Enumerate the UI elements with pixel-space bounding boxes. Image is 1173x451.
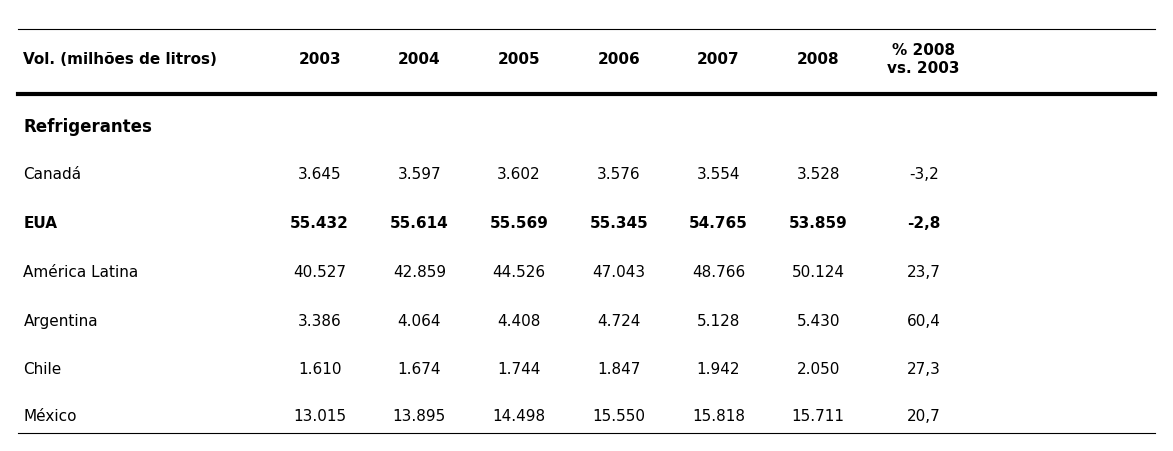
Text: 2005: 2005 [497,52,541,67]
Text: 1.674: 1.674 [398,362,441,377]
Text: -2,8: -2,8 [907,216,941,231]
Text: 13.015: 13.015 [293,409,346,423]
Text: 1.744: 1.744 [497,362,541,377]
Text: Refrigerantes: Refrigerantes [23,118,152,136]
Text: 44.526: 44.526 [493,265,545,280]
Text: México: México [23,409,77,423]
Text: -3,2: -3,2 [909,167,938,182]
Text: 3.528: 3.528 [796,167,840,182]
Text: % 2008
vs. 2003: % 2008 vs. 2003 [888,43,960,76]
Text: 4.724: 4.724 [597,314,640,329]
Text: 3.602: 3.602 [497,167,541,182]
Text: 47.043: 47.043 [592,265,645,280]
Text: 13.895: 13.895 [393,409,446,423]
Text: 27,3: 27,3 [907,362,941,377]
Text: 5.128: 5.128 [697,314,740,329]
Text: 2007: 2007 [697,52,740,67]
Text: 1.610: 1.610 [298,362,341,377]
Text: 50.124: 50.124 [792,265,845,280]
Text: 3.597: 3.597 [398,167,441,182]
Text: 54.765: 54.765 [689,216,748,231]
Text: 15.550: 15.550 [592,409,645,423]
Text: 2003: 2003 [298,52,341,67]
Text: 2004: 2004 [398,52,441,67]
Text: 14.498: 14.498 [493,409,545,423]
Text: 3.554: 3.554 [697,167,740,182]
Text: 42.859: 42.859 [393,265,446,280]
Text: 1.847: 1.847 [597,362,640,377]
Text: 20,7: 20,7 [907,409,941,423]
Text: 1.942: 1.942 [697,362,740,377]
Text: 2006: 2006 [597,52,640,67]
Text: 3.386: 3.386 [298,314,341,329]
Text: 40.527: 40.527 [293,265,346,280]
Text: 48.766: 48.766 [692,265,745,280]
Text: 55.432: 55.432 [290,216,350,231]
Text: 4.064: 4.064 [398,314,441,329]
Text: 3.645: 3.645 [298,167,341,182]
Text: 15.711: 15.711 [792,409,845,423]
Text: América Latina: América Latina [23,265,138,280]
Text: 3.576: 3.576 [597,167,640,182]
Text: 55.345: 55.345 [589,216,649,231]
Text: Chile: Chile [23,362,62,377]
Text: 55.614: 55.614 [389,216,449,231]
Text: EUA: EUA [23,216,57,231]
Text: 53.859: 53.859 [788,216,848,231]
Text: Vol. (milhões de litros): Vol. (milhões de litros) [23,52,217,67]
Text: 15.818: 15.818 [692,409,745,423]
Text: Canadá: Canadá [23,167,82,182]
Text: Argentina: Argentina [23,314,99,329]
Text: 5.430: 5.430 [796,314,840,329]
Text: 2.050: 2.050 [796,362,840,377]
Text: 2008: 2008 [796,52,840,67]
Text: 60,4: 60,4 [907,314,941,329]
Text: 4.408: 4.408 [497,314,541,329]
Text: 55.569: 55.569 [489,216,549,231]
Text: 23,7: 23,7 [907,265,941,280]
